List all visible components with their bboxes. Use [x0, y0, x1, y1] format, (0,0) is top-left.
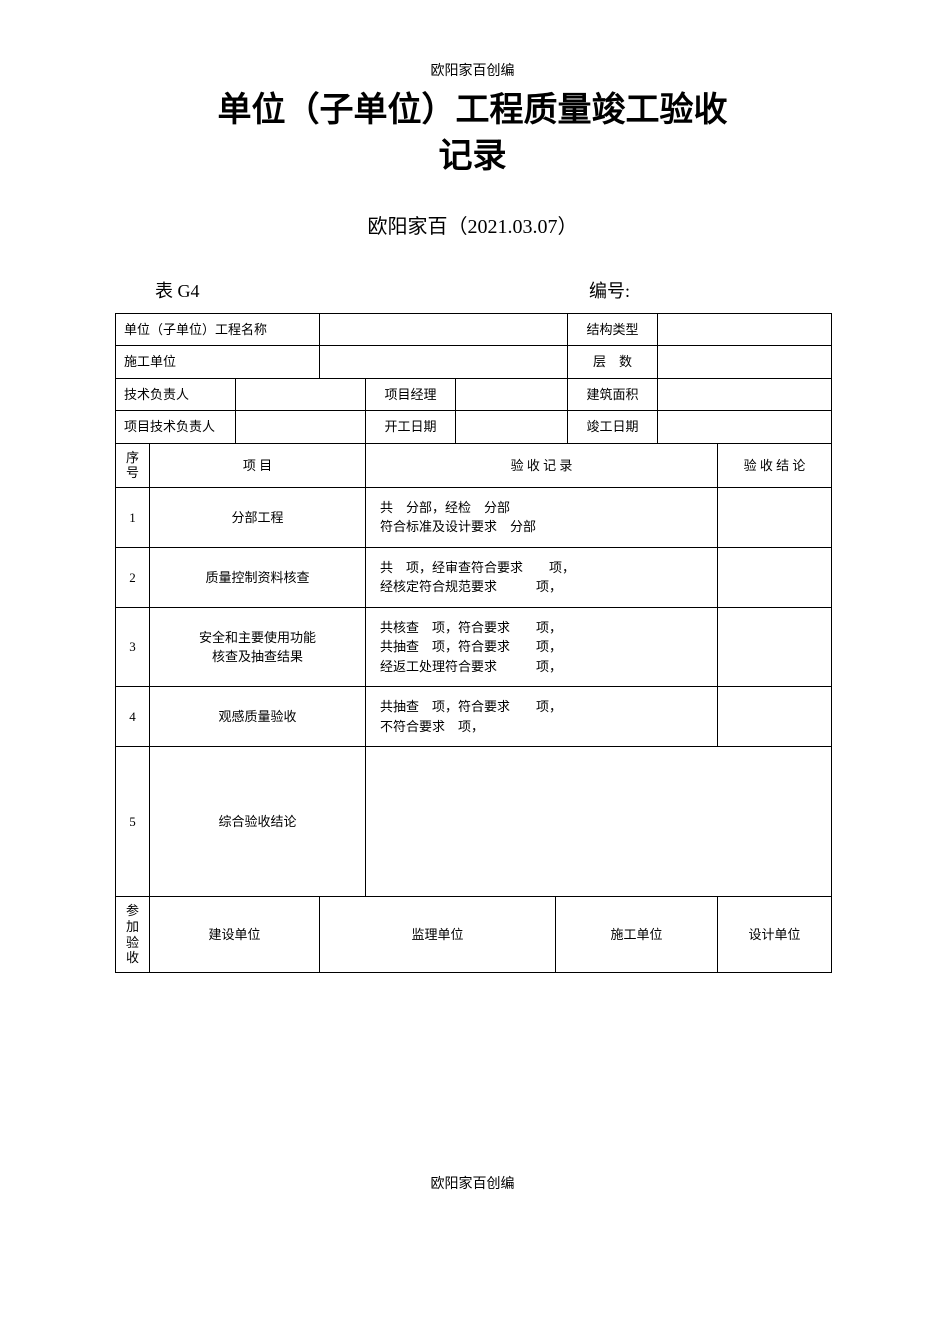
- col-seq-label: 序号: [116, 443, 150, 487]
- participant-design-unit: 设计单位: [718, 897, 832, 972]
- building-area-label: 建筑面积: [568, 378, 658, 411]
- item-row-4: 4 观感质量验收 共抽查 项，符合要求 项， 不符合要求 项，: [116, 687, 832, 747]
- row-1-record: 共 分部，经检 分部 符合标准及设计要求 分部: [366, 487, 718, 547]
- row-2-record: 共 项，经审查符合要求 项， 经核定符合规范要求 项，: [366, 547, 718, 607]
- start-date-value: [456, 411, 568, 444]
- row-3-item: 安全和主要使用功能 核查及抽查结果: [150, 607, 366, 687]
- items-header-row: 序号 项 目 验 收 记 录 验 收 结 论: [116, 443, 832, 487]
- row-4-record: 共抽查 项，符合要求 项， 不符合要求 项，: [366, 687, 718, 747]
- col-item-label: 项 目: [150, 443, 366, 487]
- row-3-num: 3: [116, 607, 150, 687]
- item-row-5: 5 综合验收结论: [116, 747, 832, 897]
- row-4-item: 观感质量验收: [150, 687, 366, 747]
- floors-label: 层 数: [568, 346, 658, 379]
- title-line-2: 记录: [439, 137, 507, 175]
- col-conclusion-label: 验 收 结 论: [718, 443, 832, 487]
- project-tech-leader-label: 项目技术负责人: [116, 411, 236, 444]
- table-meta-row: 表 G4 编号:: [115, 277, 830, 303]
- row-5-item: 综合验收结论: [150, 747, 366, 897]
- participant-construction-owner: 建设单位: [150, 897, 320, 972]
- tech-leader-label: 技术负责人: [116, 378, 236, 411]
- completion-date-label: 竣工日期: [568, 411, 658, 444]
- info-row-project-name: 单位（子单位）工程名称 结构类型: [116, 313, 832, 346]
- title-line-1: 单位（子单位）工程质量竣工验收: [218, 91, 728, 129]
- row-2-num: 2: [116, 547, 150, 607]
- row-4-conclusion: [718, 687, 832, 747]
- row-5-record: [366, 747, 832, 897]
- row-2-item: 质量控制资料核查: [150, 547, 366, 607]
- project-tech-leader-value: [236, 411, 366, 444]
- structure-type-value: [658, 313, 832, 346]
- row-3-conclusion: [718, 607, 832, 687]
- row-1-num: 1: [116, 487, 150, 547]
- document-subtitle: 欧阳家百（2021.03.07）: [115, 210, 830, 239]
- floors-value: [658, 346, 832, 379]
- page-footer: 欧阳家百创编: [115, 1173, 830, 1193]
- row-5-num: 5: [116, 747, 150, 897]
- numbering-label: 编号:: [589, 277, 630, 303]
- participant-constructor-unit: 施工单位: [556, 897, 718, 972]
- project-manager-label: 项目经理: [366, 378, 456, 411]
- project-name-value: [320, 313, 568, 346]
- row-2-conclusion: [718, 547, 832, 607]
- project-manager-value: [456, 378, 568, 411]
- acceptance-table: 单位（子单位）工程名称 结构类型 施工单位 层 数 技术负责人 项目经理 建筑面…: [115, 313, 832, 973]
- row-4-num: 4: [116, 687, 150, 747]
- info-row-tech-leader: 技术负责人 项目经理 建筑面积: [116, 378, 832, 411]
- start-date-label: 开工日期: [366, 411, 456, 444]
- participants-label: 参加验收: [116, 897, 150, 972]
- row-3-record: 共核查 项，符合要求 项， 共抽查 项，符合要求 项， 经返工处理符合要求 项，: [366, 607, 718, 687]
- completion-date-value: [658, 411, 832, 444]
- participant-supervision-unit: 监理单位: [320, 897, 556, 972]
- col-record-label: 验 收 记 录: [366, 443, 718, 487]
- tech-leader-value: [236, 378, 366, 411]
- construction-unit-label: 施工单位: [116, 346, 320, 379]
- item-row-2: 2 质量控制资料核查 共 项，经审查符合要求 项， 经核定符合规范要求 项，: [116, 547, 832, 607]
- item-row-3: 3 安全和主要使用功能 核查及抽查结果 共核查 项，符合要求 项， 共抽查 项，…: [116, 607, 832, 687]
- structure-type-label: 结构类型: [568, 313, 658, 346]
- row-1-conclusion: [718, 487, 832, 547]
- info-row-construction-unit: 施工单位 层 数: [116, 346, 832, 379]
- project-name-label: 单位（子单位）工程名称: [116, 313, 320, 346]
- row-1-item: 分部工程: [150, 487, 366, 547]
- info-row-project-tech-leader: 项目技术负责人 开工日期 竣工日期: [116, 411, 832, 444]
- table-number-label: 表 G4: [155, 277, 200, 303]
- document-title: 单位（子单位）工程质量竣工验收 记录: [115, 88, 830, 180]
- page-header: 欧阳家百创编: [115, 60, 830, 80]
- participants-row: 参加验收 建设单位 监理单位 施工单位 设计单位: [116, 897, 832, 972]
- construction-unit-value: [320, 346, 568, 379]
- item-row-1: 1 分部工程 共 分部，经检 分部 符合标准及设计要求 分部: [116, 487, 832, 547]
- building-area-value: [658, 378, 832, 411]
